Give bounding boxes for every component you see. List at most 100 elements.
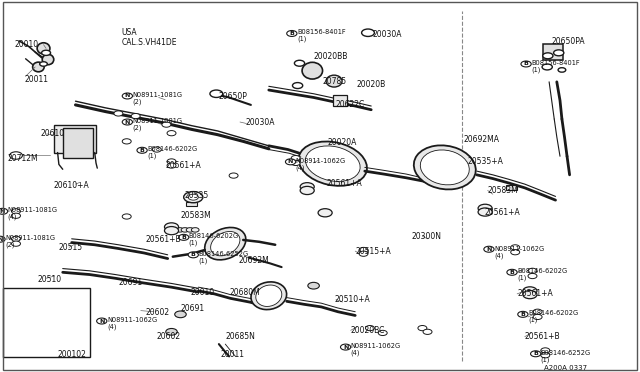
Text: N: N [343,344,348,350]
Text: 200102: 200102 [58,350,86,359]
Text: B08146-6202G
(1): B08146-6202G (1) [528,311,578,323]
Text: 20691: 20691 [180,304,205,312]
Circle shape [285,159,296,165]
Circle shape [164,223,179,231]
Text: B08146-6252G
(1): B08146-6252G (1) [541,350,591,363]
Text: 20020BB: 20020BB [314,52,348,61]
Text: 20510: 20510 [37,275,61,283]
Bar [3,288,90,357]
Text: 20685N: 20685N [226,332,256,341]
Circle shape [558,68,566,72]
Circle shape [362,29,374,36]
Text: 20515+A: 20515+A [356,247,392,256]
Text: B: B [181,235,186,240]
Circle shape [511,250,520,255]
Circle shape [300,186,314,195]
Circle shape [167,163,176,168]
Text: 20561+B: 20561+B [525,332,561,341]
Ellipse shape [33,62,44,72]
Ellipse shape [211,231,240,256]
Circle shape [166,328,177,335]
Text: 20602: 20602 [157,332,181,341]
Text: B08156-8401F
(1): B08156-8401F (1) [531,61,580,73]
Circle shape [97,318,107,324]
Text: 20610: 20610 [40,129,65,138]
Circle shape [533,309,542,314]
Circle shape [531,351,541,357]
Text: 20561+A: 20561+A [326,179,362,187]
Circle shape [12,236,20,241]
Ellipse shape [305,146,360,182]
Circle shape [292,83,303,89]
Circle shape [340,344,351,350]
Circle shape [507,269,517,275]
Text: 20510+A: 20510+A [334,295,370,304]
Text: B: B [509,270,515,275]
Circle shape [184,192,203,203]
Ellipse shape [299,141,367,186]
Ellipse shape [420,150,469,185]
Ellipse shape [251,282,287,310]
Text: N08911-1062G
(4): N08911-1062G (4) [351,343,401,356]
Polygon shape [8,301,61,312]
Circle shape [423,329,432,334]
Ellipse shape [55,301,67,311]
Text: 20020A: 20020A [328,138,357,147]
Text: B: B [140,148,145,153]
Polygon shape [29,312,76,323]
Text: B: B [191,252,196,257]
Circle shape [42,50,51,55]
Text: 20515: 20515 [59,243,83,252]
Circle shape [287,31,297,36]
Circle shape [188,252,198,258]
Ellipse shape [205,227,246,260]
Circle shape [122,119,132,125]
Circle shape [0,208,8,214]
Text: 20692M: 20692M [238,256,269,265]
Circle shape [12,241,20,246]
Circle shape [162,122,171,127]
Circle shape [167,159,176,164]
Circle shape [523,287,537,295]
Circle shape [484,246,494,252]
Circle shape [528,273,537,279]
Text: B08146-6202G
(1): B08146-6202G (1) [517,268,567,281]
Circle shape [175,311,186,318]
Text: N: N [0,209,5,214]
Circle shape [167,131,176,136]
Text: 20610+A: 20610+A [53,182,89,190]
Text: N08911-1081G
(2): N08911-1081G (2) [132,118,182,131]
Text: 20020B: 20020B [356,80,386,89]
Text: 20680M: 20680M [229,288,260,296]
Circle shape [10,152,22,159]
Circle shape [171,228,179,232]
Text: N: N [486,247,492,252]
Text: B: B [289,31,294,36]
Circle shape [181,228,189,232]
Text: B08146-6202G
(1): B08146-6202G (1) [189,234,239,246]
Circle shape [188,194,198,200]
Ellipse shape [42,54,54,65]
Circle shape [541,353,550,358]
Circle shape [308,282,319,289]
Circle shape [164,227,179,235]
Ellipse shape [37,43,50,54]
FancyBboxPatch shape [63,128,93,158]
Text: 20650P: 20650P [219,92,248,101]
Circle shape [521,61,531,67]
Circle shape [176,228,184,232]
Text: 20785: 20785 [323,77,347,86]
Text: B: B [533,351,538,356]
Text: 20583M: 20583M [180,211,211,220]
Circle shape [166,228,173,232]
FancyBboxPatch shape [186,202,197,206]
Circle shape [0,236,5,242]
Text: 20602: 20602 [146,308,170,317]
Circle shape [114,111,123,116]
Text: 20030A: 20030A [372,30,402,39]
Ellipse shape [302,62,323,79]
Text: 20650PA: 20650PA [552,37,586,46]
Text: 20561+A: 20561+A [484,208,520,217]
Text: 20020BC: 20020BC [351,326,385,335]
Text: 20561+A: 20561+A [165,161,201,170]
